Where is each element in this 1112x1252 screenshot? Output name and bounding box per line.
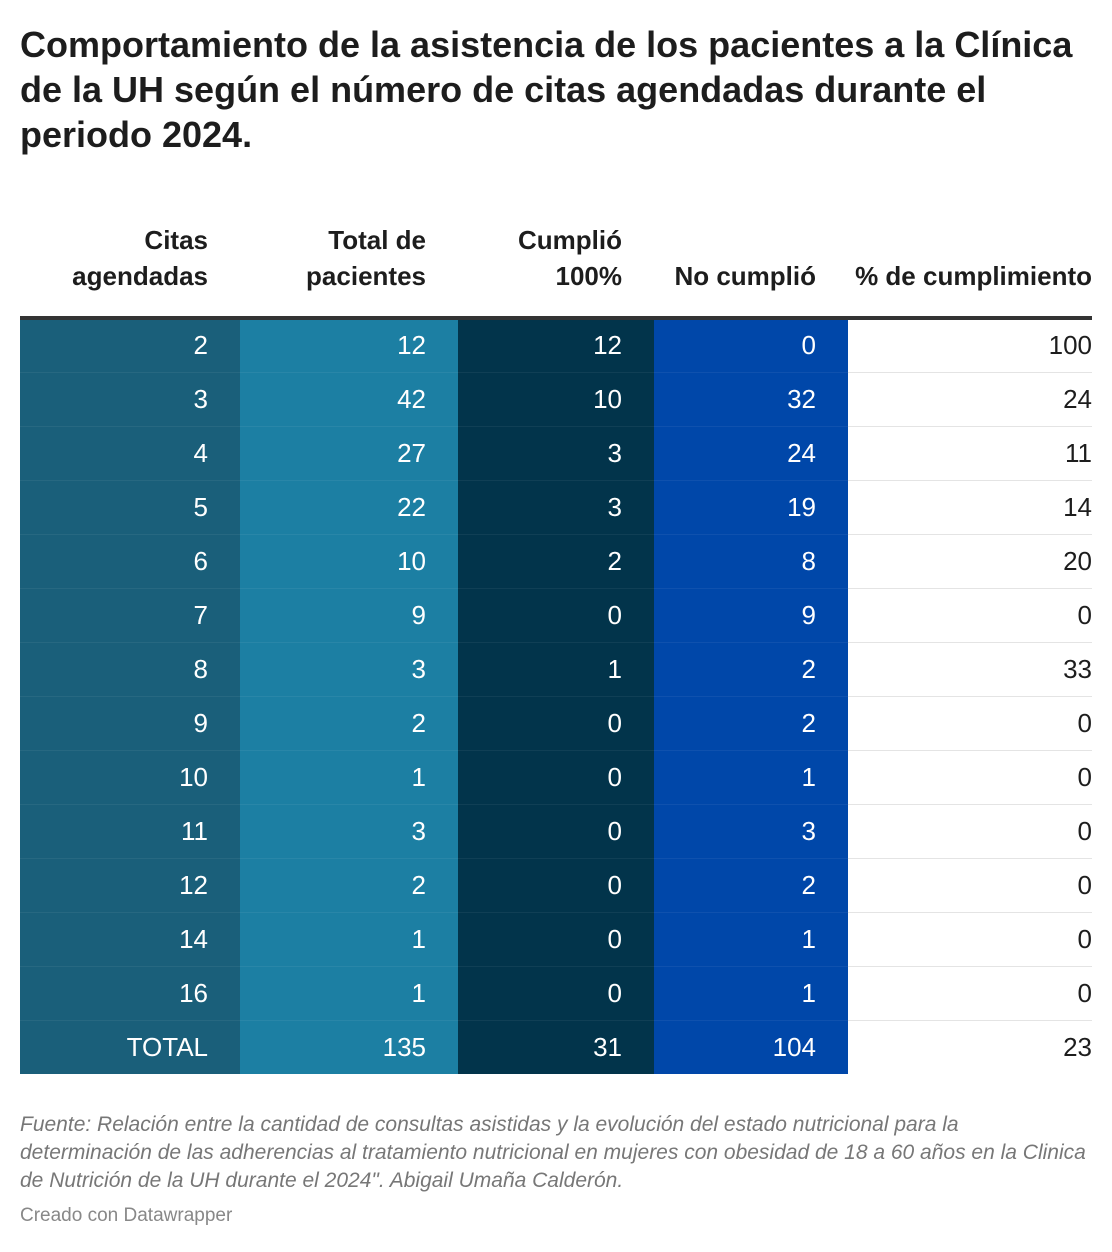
cell-cumplio: 0 bbox=[458, 966, 654, 1021]
cell-cumplio: 3 bbox=[458, 480, 654, 535]
cell-porcentaje: 33 bbox=[848, 642, 1092, 697]
cell-porcentaje: 100 bbox=[848, 318, 1092, 373]
cell-cumplio: 2 bbox=[458, 534, 654, 589]
cell-no-cumplio: 8 bbox=[654, 534, 848, 589]
cell-cumplio: 0 bbox=[458, 750, 654, 805]
column-header-total[interactable]: Total de pacientes bbox=[240, 222, 458, 320]
cell-no-cumplio: 1 bbox=[654, 750, 848, 805]
cell-citas: 6 bbox=[20, 534, 240, 589]
column-header-no-cumplio[interactable]: No cumplió bbox=[654, 222, 848, 320]
cell-no-cumplio: 32 bbox=[654, 372, 848, 427]
cell-total: 2 bbox=[240, 696, 458, 751]
cell-citas: 2 bbox=[20, 318, 240, 373]
cell-no-cumplio: 24 bbox=[654, 426, 848, 481]
table-row: 3 42 10 32 24 bbox=[20, 372, 1092, 427]
cell-no-cumplio: 2 bbox=[654, 642, 848, 697]
cell-cumplio: 0 bbox=[458, 804, 654, 859]
cell-total: 22 bbox=[240, 480, 458, 535]
cell-total: 10 bbox=[240, 534, 458, 589]
column-header-citas[interactable]: Citas agendadas bbox=[20, 222, 240, 320]
cell-citas: 4 bbox=[20, 426, 240, 481]
cell-porcentaje: 0 bbox=[848, 912, 1092, 967]
table-row: 16 1 0 1 0 bbox=[20, 966, 1092, 1021]
cell-cumplio: 3 bbox=[458, 426, 654, 481]
cell-no-cumplio: 0 bbox=[654, 318, 848, 373]
cell-cumplio: 0 bbox=[458, 696, 654, 751]
cell-total: 3 bbox=[240, 642, 458, 697]
cell-citas: 3 bbox=[20, 372, 240, 427]
cell-cumplio: 31 bbox=[458, 1020, 654, 1075]
cell-porcentaje: 24 bbox=[848, 372, 1092, 427]
table-row: 10 1 0 1 0 bbox=[20, 750, 1092, 805]
cell-no-cumplio: 2 bbox=[654, 696, 848, 751]
source-note: Fuente: Relación entre la cantidad de co… bbox=[20, 1113, 1086, 1192]
cell-total: 1 bbox=[240, 966, 458, 1021]
credit-link[interactable]: Creado con Datawrapper bbox=[20, 1205, 233, 1226]
cell-porcentaje: 0 bbox=[848, 696, 1092, 751]
cell-citas: 11 bbox=[20, 804, 240, 859]
table-row: 5 22 3 19 14 bbox=[20, 480, 1092, 535]
cell-porcentaje: 11 bbox=[848, 426, 1092, 481]
cell-cumplio: 12 bbox=[458, 318, 654, 373]
cell-citas: 10 bbox=[20, 750, 240, 805]
data-table-container: Citas agendadas Total de pacientes Cumpl… bbox=[20, 222, 1092, 1075]
cell-no-cumplio: 1 bbox=[654, 966, 848, 1021]
cell-no-cumplio: 3 bbox=[654, 804, 848, 859]
cell-total: 2 bbox=[240, 858, 458, 913]
cell-no-cumplio: 1 bbox=[654, 912, 848, 967]
cell-porcentaje: 23 bbox=[848, 1020, 1092, 1074]
table-row: 14 1 0 1 0 bbox=[20, 912, 1092, 967]
table-row: 8 3 1 2 33 bbox=[20, 642, 1092, 697]
cell-porcentaje: 14 bbox=[848, 480, 1092, 535]
cell-no-cumplio: 19 bbox=[654, 480, 848, 535]
cell-no-cumplio: 2 bbox=[654, 858, 848, 913]
cell-cumplio: 0 bbox=[458, 858, 654, 913]
cell-cumplio: 0 bbox=[458, 588, 654, 643]
chart-title: Comportamiento de la asistencia de los p… bbox=[20, 24, 1073, 155]
cell-porcentaje: 0 bbox=[848, 858, 1092, 913]
cell-total: 1 bbox=[240, 750, 458, 805]
cell-citas: 9 bbox=[20, 696, 240, 751]
column-header-cumplio[interactable]: Cumplió 100% bbox=[458, 222, 654, 320]
cell-porcentaje: 0 bbox=[848, 750, 1092, 805]
cell-citas: 14 bbox=[20, 912, 240, 967]
cell-total: 42 bbox=[240, 372, 458, 427]
cell-citas: 16 bbox=[20, 966, 240, 1021]
cell-citas: TOTAL bbox=[20, 1020, 240, 1075]
cell-total: 12 bbox=[240, 318, 458, 373]
cell-cumplio: 10 bbox=[458, 372, 654, 427]
cell-porcentaje: 0 bbox=[848, 966, 1092, 1021]
cell-citas: 8 bbox=[20, 642, 240, 697]
table-row: 11 3 0 3 0 bbox=[20, 804, 1092, 859]
table-body: 2 12 12 0 100 3 42 10 32 24 4 27 3 24 11 5 22 3 19 14 6 10 2 8 2… bbox=[20, 318, 1092, 1075]
cell-total: 1 bbox=[240, 912, 458, 967]
table-total-row: TOTAL 135 31 104 23 bbox=[20, 1020, 1092, 1075]
cell-porcentaje: 20 bbox=[848, 534, 1092, 589]
table-row: 2 12 12 0 100 bbox=[20, 318, 1092, 373]
cell-total: 9 bbox=[240, 588, 458, 643]
cell-cumplio: 0 bbox=[458, 912, 654, 967]
cell-no-cumplio: 104 bbox=[654, 1020, 848, 1075]
cell-total: 135 bbox=[240, 1020, 458, 1075]
cell-total: 27 bbox=[240, 426, 458, 481]
table-header-row: Citas agendadas Total de pacientes Cumpl… bbox=[20, 222, 1092, 320]
cell-citas: 12 bbox=[20, 858, 240, 913]
data-table: Citas agendadas Total de pacientes Cumpl… bbox=[20, 222, 1092, 1075]
cell-citas: 7 bbox=[20, 588, 240, 643]
table-row: 4 27 3 24 11 bbox=[20, 426, 1092, 481]
cell-porcentaje: 0 bbox=[848, 804, 1092, 859]
cell-total: 3 bbox=[240, 804, 458, 859]
column-header-porcentaje[interactable]: % de cumplimiento bbox=[848, 222, 1092, 320]
cell-cumplio: 1 bbox=[458, 642, 654, 697]
cell-porcentaje: 0 bbox=[848, 588, 1092, 643]
cell-citas: 5 bbox=[20, 480, 240, 535]
table-row: 6 10 2 8 20 bbox=[20, 534, 1092, 589]
table-row: 12 2 0 2 0 bbox=[20, 858, 1092, 913]
cell-no-cumplio: 9 bbox=[654, 588, 848, 643]
